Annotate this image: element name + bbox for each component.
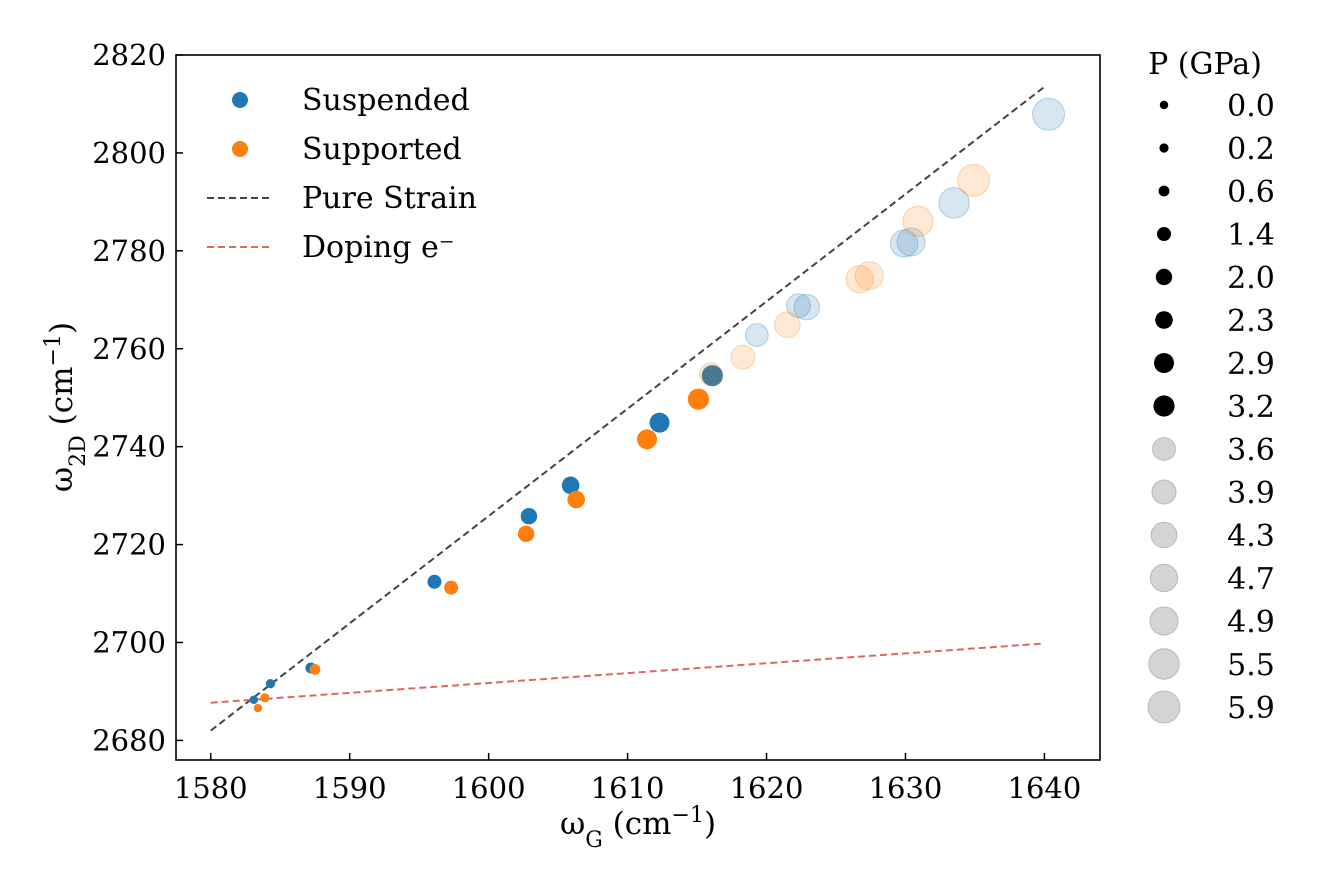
size-legend-marker (1149, 606, 1179, 636)
size-legend-label: 3.6 (1227, 433, 1275, 468)
supported-point (444, 580, 459, 595)
size-legend-marker (1159, 100, 1169, 110)
size-legend-marker (1157, 227, 1171, 241)
size-legend-label: 3.2 (1227, 390, 1275, 425)
size-legend-label: 4.7 (1227, 562, 1275, 597)
supported-point (687, 388, 710, 410)
y-axis-label: ω2D (cm−1) (41, 322, 91, 492)
x-tick-label: 1640 (1008, 771, 1082, 805)
size-legend-marker (1153, 395, 1175, 417)
reference-lines (210, 86, 1046, 732)
legend-label: Doping e⁻ (302, 230, 455, 265)
suspended-point (896, 227, 926, 257)
supported-point (309, 664, 321, 675)
y-tick-label: 2740 (92, 430, 166, 464)
size-legend-marker (1149, 563, 1179, 593)
suspended-point (520, 507, 538, 525)
legend-label: Pure Strain (302, 181, 477, 216)
supported-point (517, 525, 535, 543)
suspended-point (793, 293, 821, 321)
y-tick-label: 2760 (92, 332, 166, 366)
suspended-point (785, 293, 811, 319)
x-tick-label: 1600 (452, 771, 526, 805)
size-legend-label: 3.9 (1227, 476, 1275, 511)
suspended-point (649, 412, 670, 433)
supported-point (567, 490, 585, 509)
legend-marker-supported (232, 141, 248, 157)
suspended-point (938, 187, 970, 219)
suspended-point (249, 695, 259, 704)
y-tick-label: 2680 (92, 723, 166, 757)
suspended-point (265, 679, 276, 689)
data-points (249, 97, 1066, 713)
size-legend-label: 1.4 (1227, 218, 1275, 253)
size-legend-label: 5.5 (1227, 648, 1275, 683)
size-legend-label: 2.9 (1227, 347, 1275, 382)
size-legend-label: 4.3 (1227, 519, 1275, 554)
supported-point (699, 362, 723, 387)
supported-point (637, 429, 658, 450)
y-axis-ticks: 2680 2700 2720 2740 2760 2780 2800 2820 (92, 38, 183, 757)
legend-label: Supported (302, 132, 462, 167)
suspended-point (561, 476, 580, 495)
y-tick-label: 2700 (92, 626, 166, 660)
supported-point (253, 703, 263, 713)
size-legend-marker (1151, 479, 1177, 505)
plot-frame (175, 54, 1101, 761)
x-tick-label: 1580 (174, 771, 248, 805)
supported-point (774, 311, 801, 339)
suspended-point (427, 574, 442, 589)
legend-label: Suspended (302, 83, 470, 118)
size-legend-marker (1155, 311, 1173, 329)
size-legend-label: 4.9 (1227, 605, 1275, 640)
size-legend-marker (1159, 143, 1169, 153)
size-legend-marker (1147, 690, 1181, 724)
size-legend-label: 0.6 (1227, 175, 1275, 210)
suspended-point (744, 323, 769, 347)
legend-marker-suspended (232, 92, 248, 108)
y-tick-label: 2800 (92, 136, 166, 170)
size-legend-label: 0.2 (1227, 132, 1275, 167)
supported-point (957, 163, 991, 197)
size-legend-marker (1155, 268, 1173, 286)
supported-point (854, 261, 884, 291)
suspended-point (1032, 97, 1066, 131)
doping-line (210, 642, 1045, 704)
size-legend-marker (1158, 185, 1170, 197)
supported-point (902, 205, 934, 238)
size-legend-label: 0.0 (1227, 89, 1275, 124)
size-legend-label: 5.9 (1227, 691, 1275, 726)
y-tick-label: 2720 (92, 528, 166, 562)
suspended-point (701, 365, 723, 387)
pressure-size-legend: P (GPa) 0.0 0.2 0.6 1.4 2.0 2.3 2.9 3.2 3.6 3.9 4.… (1147, 47, 1275, 726)
x-tick-label: 1590 (313, 771, 387, 805)
size-legend-title: P (GPa) (1148, 47, 1262, 82)
supported-point (260, 693, 270, 703)
size-legend-marker (1154, 353, 1174, 373)
size-legend-marker (1148, 648, 1180, 680)
x-tick-label: 1610 (591, 771, 665, 805)
series-legend: Suspended Supported Pure Strain Doping e⁻ (207, 83, 477, 265)
x-tick-label: 1630 (869, 771, 943, 805)
supported-point (730, 344, 756, 370)
y-tick-label: 2780 (92, 234, 166, 268)
size-legend-label: 2.0 (1227, 261, 1275, 296)
y-tick-label: 2820 (92, 38, 166, 72)
x-axis-label: ωG (cm−1) (560, 803, 716, 853)
x-tick-label: 1620 (730, 771, 804, 805)
size-legend-marker (1152, 437, 1176, 461)
size-legend-label: 2.3 (1227, 304, 1275, 339)
x-axis-ticks: 1580 1590 1600 1610 1620 1630 1640 (174, 753, 1081, 805)
size-legend-marker (1150, 521, 1178, 549)
suspended-point (889, 229, 919, 258)
supported-point (845, 265, 874, 294)
